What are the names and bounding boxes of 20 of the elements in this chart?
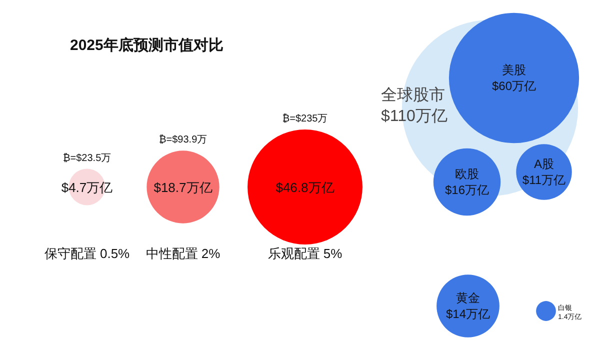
category-label: 中性配置 2% — [146, 246, 221, 261]
text: 2025年底预测市值对比 — [70, 36, 224, 54]
data-label: $16万亿 — [444, 183, 490, 197]
data-label: $11万亿 — [522, 173, 566, 187]
data-label: $110万亿 — [381, 108, 448, 125]
category-label: 乐观配置 5% — [268, 246, 343, 261]
text: ₿=$93.9万 — [158, 134, 208, 146]
category-label: A股 — [534, 157, 554, 171]
data-label: $14万亿 — [446, 307, 490, 321]
data-label: $46.8万亿 — [276, 180, 334, 195]
category-label: 保守配置 0.5% — [44, 246, 130, 261]
text: ₿=$235万 — [282, 114, 328, 125]
data-label: $4.7万亿 — [61, 180, 113, 195]
category-label: 欧股 — [455, 167, 479, 181]
category-label: 全球股市 — [381, 86, 445, 104]
category-label: 美股 — [502, 63, 526, 77]
data-label: $60万亿 — [492, 79, 536, 93]
text: ₿=$23.5万 — [62, 152, 112, 164]
category-label: 黄金 — [456, 291, 480, 305]
data-label: $18.7万亿 — [154, 180, 212, 195]
